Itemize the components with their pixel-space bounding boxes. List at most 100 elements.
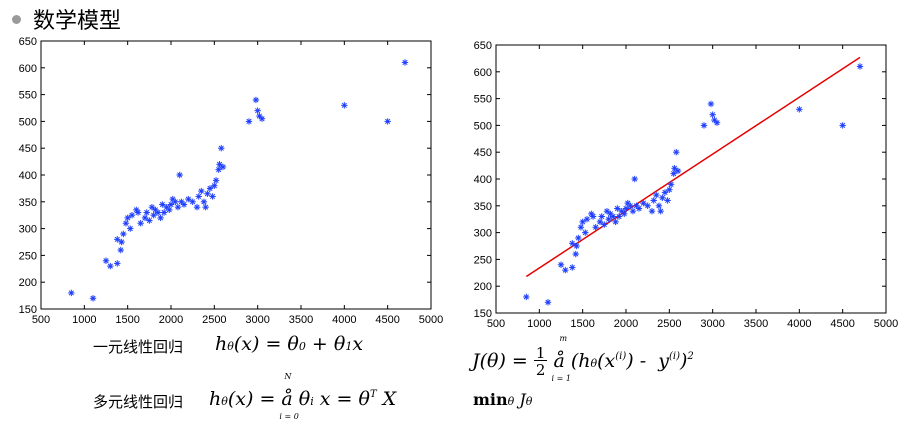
data-point [667,181,675,188]
data-point [157,214,164,222]
data-point [627,202,634,209]
data-point [245,118,253,125]
x-tick-label: 4000 [332,314,356,326]
data-point [569,240,576,247]
data-point [673,149,680,156]
data-point [579,218,586,226]
data-point [143,209,150,216]
y-tick-label: 550 [19,90,37,102]
data-point [252,96,260,104]
data-point [141,214,149,222]
data-point [664,197,671,204]
data-point [258,115,266,122]
data-point [583,216,591,223]
data-point [709,111,716,118]
y-tick-label: 200 [19,277,37,289]
y-tick-label: 200 [474,281,492,293]
data-point [523,293,530,301]
data-point [629,207,637,215]
data-point [670,170,677,177]
data-point [589,213,597,220]
y-tick-label: 500 [19,116,37,128]
bullet-icon [12,14,21,24]
data-point [209,193,216,200]
data-point [648,207,656,215]
x-tick-label: 500 [32,314,50,326]
x-tick-label: 1000 [72,314,96,326]
data-point [607,210,614,218]
data-point [856,63,864,70]
x-tick-label: 3500 [744,318,768,330]
data-point [621,210,628,218]
data-point [68,289,75,297]
data-point [137,220,144,227]
data-point [659,194,666,201]
data-point [134,209,142,216]
data-point [341,102,348,109]
data-point [127,225,134,232]
x-tick-label: 3000 [700,318,724,330]
data-point [666,186,673,193]
data-point [114,236,121,243]
data-point [166,206,173,214]
data-point [172,198,179,205]
data-point [122,220,130,227]
x-tick-label: 2000 [614,318,638,330]
data-point [107,262,114,270]
y-tick-label: 600 [474,67,492,79]
y-tick-label: 500 [474,120,492,132]
y-tick-label: 400 [19,170,37,182]
data-point [160,209,168,216]
y-tick-label: 550 [474,94,492,106]
simple-hypothesis-formula: hθ(x) = θ0 + θ1x [215,333,364,355]
data-point [401,59,409,66]
data-point [215,166,222,173]
data-point [198,187,205,195]
y-tick-label: 450 [19,143,37,155]
data-point [609,213,617,220]
data-point [612,218,619,226]
data-point [544,299,552,306]
y-tick-label: 350 [19,197,37,209]
y-tick-label: 350 [474,201,492,213]
simple-regression-label: 一元线性回归 [93,338,184,356]
x-tick-label: 2500 [202,314,226,326]
objective-formula: minθ Jθ [473,390,533,409]
x-tick-label: 500 [487,318,505,330]
data-point [661,189,669,196]
x-tick-label: 4000 [787,318,811,330]
y-tick-label: 450 [474,147,492,159]
x-tick-label: 4500 [830,318,854,330]
regression-line [525,56,861,278]
data-point [601,221,608,228]
data-point [707,100,715,108]
data-point [575,234,582,242]
x-tick-label: 5000 [874,318,898,330]
data-point [577,224,585,231]
data-point [114,260,121,267]
data-point [596,218,604,226]
data-point [200,198,208,205]
data-point [635,205,643,212]
data-point [572,250,579,258]
slide-title: 数学模型 [33,9,122,34]
data-point [120,230,127,238]
data-point [185,195,192,203]
data-point [650,197,657,204]
plot-frame [495,44,887,314]
data-point [603,207,611,215]
plot-frame [40,40,432,310]
data-point [640,199,647,207]
data-point [148,203,156,211]
slide-title-row: 数学模型 [12,4,121,34]
y-tick-label: 400 [474,174,492,186]
data-point [657,207,664,215]
data-point [174,203,182,211]
data-point [655,202,663,209]
data-point [206,185,214,192]
data-point [592,224,599,231]
data-point [605,216,612,223]
data-point [671,165,678,172]
y-tick-label: 150 [19,304,37,316]
